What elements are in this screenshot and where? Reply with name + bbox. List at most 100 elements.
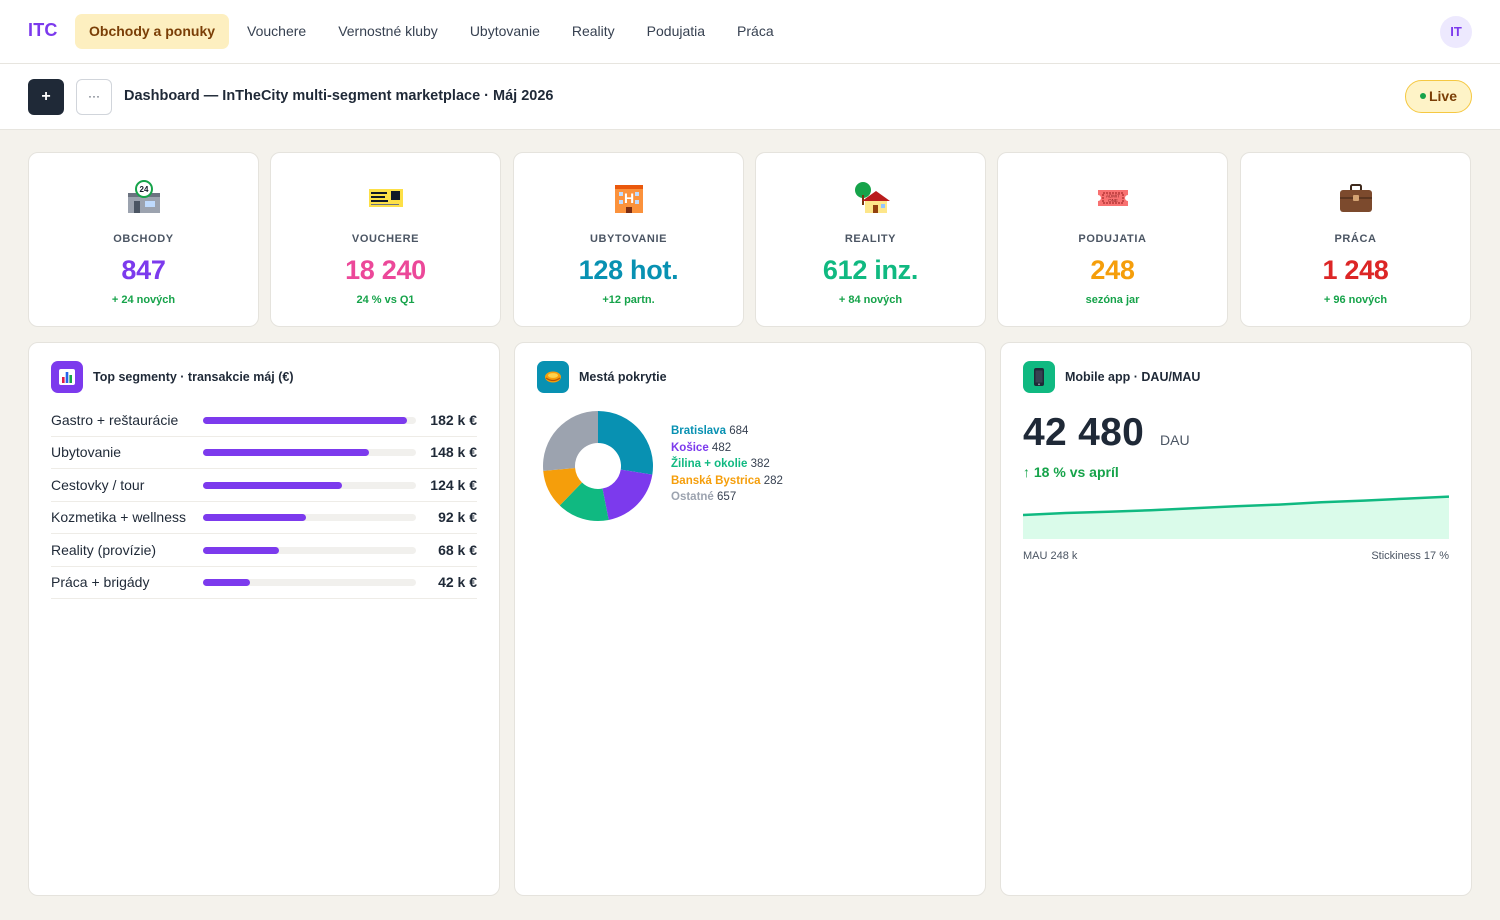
nav-item-4[interactable]: Reality: [571, 23, 615, 39]
dau-value: 42 480: [1023, 411, 1145, 454]
segment-bar-fill: [203, 514, 307, 522]
kpi-label: REALITY: [844, 233, 897, 245]
nav-menu: Obchody a ponuky Vouchere Vernostné kluby U…: [75, 14, 792, 49]
cities-donut-chart: [543, 411, 653, 521]
legend-item[interactable]: Košice 482: [671, 440, 783, 457]
page-title: Dashboard — InTheCity multi-segment mark…: [124, 88, 554, 104]
live-status-badge[interactable]: Live: [1405, 80, 1472, 113]
24h-store-icon: 24: [29, 179, 258, 217]
segment-bar-track: [203, 417, 416, 424]
nav-item-6[interactable]: Práca: [737, 23, 774, 39]
legend-item[interactable]: Žilina + okolie 382: [671, 456, 783, 473]
ticket-voucher-icon: [271, 179, 500, 217]
sparkline-line: [1023, 495, 1449, 517]
dau-sparkline-chart: [1023, 495, 1449, 539]
segment-label: Práca + brigády: [51, 574, 150, 590]
segment-value: 68 k €: [438, 541, 477, 558]
legend-city-value: 684: [729, 425, 749, 437]
nav-item-3[interactable]: Ubytovanie: [469, 23, 540, 39]
segment-bar-track: [203, 449, 416, 457]
kpi-value: 128 hot.: [578, 255, 679, 285]
kpi-card-práca[interactable]: PRÁCA 1 248 + 96 nových: [1240, 152, 1471, 327]
stickiness-value: Stickiness 17 %: [1371, 550, 1449, 562]
cities-panel: Mestá pokrytie Bratislava 684 Košice 482 Ž…: [514, 342, 986, 896]
mau-value: MAU 248 k: [1023, 550, 1078, 562]
segment-value: 92 k €: [438, 509, 477, 526]
kpi-card-obchody[interactable]: 24 OBCHODY 847 + 24 nových: [28, 152, 259, 327]
kpi-value: 1 248: [1322, 255, 1389, 285]
legend-city-value: 657: [717, 491, 737, 504]
user-avatar[interactable]: IT: [1440, 16, 1472, 48]
segment-bar-fill: [203, 546, 280, 554]
legend-city-value: 482: [711, 441, 732, 454]
mobile-phone-icon: [1023, 361, 1055, 393]
kpi-card-podujatia[interactable]: ADMIT ONE PODUJATIA 248 sezóna jar: [997, 152, 1228, 327]
legend-item[interactable]: Banská Bystrica 282: [671, 473, 783, 490]
legend-item[interactable]: Bratislava 684: [671, 423, 783, 440]
nav-item-2[interactable]: Vernostné kluby: [338, 23, 438, 39]
kpi-label: PRÁCA: [1334, 233, 1377, 245]
pie-slice-0[interactable]: [598, 411, 653, 475]
segment-label: Ubytovanie: [51, 444, 122, 461]
pie-slice-3[interactable]: [543, 468, 583, 506]
legend-city-name: Bratislava: [671, 425, 726, 437]
house-icon: [756, 179, 985, 217]
segment-label: Gastro + reštaurácie: [51, 412, 179, 428]
legend-city-name: Košice: [671, 441, 709, 454]
globe-icon: [537, 361, 569, 393]
segment-label: Kozmetika + wellness: [51, 509, 187, 526]
segment-value: 124 k €: [430, 476, 477, 493]
nav-item-0[interactable]: Obchody a ponuky: [75, 14, 230, 49]
mobile-app-panel: Mobile app · DAU/MAU 42 480 DAU ↑ 18 % v…: [1000, 342, 1472, 896]
kpi-value: 612 inz.: [822, 255, 919, 285]
kpi-value: 847: [121, 255, 166, 285]
kpi-label: OBCHODY: [113, 233, 174, 245]
live-label: Live: [1428, 88, 1457, 104]
live-dot-icon: [1419, 93, 1426, 100]
sparkline-area: [1023, 496, 1449, 539]
legend-city-name: Banská Bystrica: [671, 474, 761, 487]
legend-city-name: Ostatné: [671, 491, 714, 504]
segment-row[interactable]: Gastro + reštaurácie 182 k €: [51, 404, 477, 437]
kpi-card-ubytovanie[interactable]: H UBYTOVANIE 128 hot. +12 partn.: [513, 152, 744, 327]
segment-row[interactable]: Kozmetika + wellness 92 k €: [51, 501, 477, 535]
add-button[interactable]: +: [28, 79, 64, 115]
more-options-button[interactable]: ···: [76, 79, 112, 115]
kpi-change: +12 partn.: [602, 294, 655, 306]
pie-slice-2[interactable]: [559, 482, 609, 521]
segment-value: 182 k €: [430, 412, 477, 428]
svg-text:ONE: ONE: [1108, 198, 1118, 203]
cities-legend: Bratislava 684 Košice 482 Žilina + okolie …: [671, 423, 783, 506]
segment-bar-fill: [203, 481, 342, 489]
logo[interactable]: ITC: [28, 20, 58, 40]
legend-city-value: 282: [763, 474, 783, 487]
segment-row[interactable]: Práca + brigády 42 k €: [51, 566, 477, 599]
segment-value: 42 k €: [438, 574, 477, 590]
nav-item-1[interactable]: Vouchere: [247, 23, 307, 39]
segment-bar-fill: [203, 417, 408, 424]
segment-bar-fill: [203, 449, 369, 457]
segment-bar-track: [203, 546, 416, 554]
pie-slice-4[interactable]: [543, 411, 598, 471]
pie-slice-1[interactable]: [602, 469, 653, 520]
segment-bar-track: [203, 579, 416, 586]
briefcase-icon: [1241, 179, 1470, 217]
top-segments-panel: Top segmenty · transakcie máj (€) Gastro…: [28, 342, 500, 896]
dau-unit: DAU: [1160, 432, 1190, 448]
dau-delta: ↑ 18 % vs apríl: [1023, 464, 1119, 480]
segment-label: Cestovky / tour: [51, 476, 145, 493]
segment-row[interactable]: Ubytovanie 148 k €: [51, 436, 477, 470]
panel-title: Mobile app · DAU/MAU: [1065, 370, 1201, 384]
segment-row[interactable]: Reality (provízie) 68 k €: [51, 534, 477, 567]
nav-item-5[interactable]: Podujatia: [646, 23, 706, 39]
legend-item[interactable]: Ostatné 657: [671, 489, 783, 506]
kpi-label: PODUJATIA: [1078, 233, 1147, 245]
svg-text:24: 24: [139, 185, 148, 194]
segment-row[interactable]: Cestovky / tour 124 k €: [51, 469, 477, 502]
top-navigation: ITC Obchody a ponuky Vouchere Vernostné kl…: [0, 0, 1500, 64]
segment-bar-fill: [203, 579, 251, 586]
segment-bar-track: [203, 514, 416, 522]
kpi-card-vouchere[interactable]: VOUCHERE 18 240 24 % vs Q1: [270, 152, 501, 327]
kpi-card-reality[interactable]: REALITY 612 inz. + 84 nových: [755, 152, 986, 327]
svg-text:ADMIT: ADMIT: [1106, 194, 1120, 199]
